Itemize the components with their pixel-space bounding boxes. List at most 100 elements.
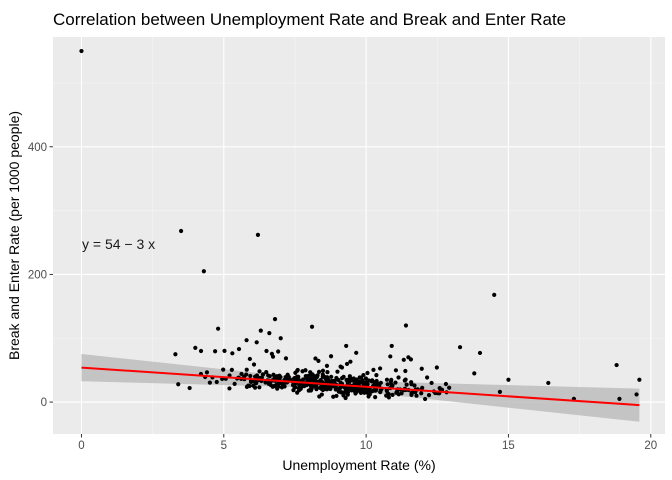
data-point — [280, 384, 285, 389]
data-point — [349, 386, 354, 392]
data-point — [260, 372, 266, 377]
data-point — [213, 349, 218, 354]
data-point — [365, 370, 370, 376]
data-point — [403, 323, 409, 328]
data-point — [385, 382, 390, 387]
data-point — [324, 363, 330, 368]
data-point — [389, 343, 394, 349]
data-point — [366, 394, 371, 399]
y-tick-label: 0 — [41, 397, 47, 409]
data-point — [79, 48, 84, 54]
data-point — [248, 373, 253, 379]
data-point — [425, 375, 430, 380]
data-point — [285, 375, 290, 380]
data-point — [310, 372, 315, 377]
data-point — [354, 350, 359, 355]
data-point — [292, 376, 298, 381]
data-point — [384, 377, 390, 382]
data-point — [176, 382, 181, 387]
data-point — [252, 380, 258, 385]
y-axis-ticks: 0 200 400 — [28, 142, 53, 409]
data-point — [239, 371, 244, 377]
data-point — [390, 392, 395, 397]
data-point — [321, 384, 327, 389]
data-point — [492, 292, 497, 297]
data-point — [296, 386, 302, 391]
data-point — [247, 356, 252, 362]
data-point — [293, 370, 298, 375]
data-point — [347, 374, 352, 379]
data-point — [264, 348, 269, 354]
data-point — [244, 372, 249, 377]
data-point — [354, 389, 359, 394]
fit-line — [81, 366, 640, 407]
x-tick-label: 0 — [78, 440, 84, 452]
data-point — [388, 354, 393, 359]
data-point — [308, 388, 314, 393]
data-point — [333, 386, 339, 391]
data-point — [267, 331, 272, 336]
data-point — [390, 383, 395, 388]
data-point — [386, 395, 391, 400]
data-point — [317, 385, 323, 390]
data-point — [229, 367, 234, 372]
data-point — [403, 377, 408, 382]
data-point — [350, 378, 356, 383]
data-point — [311, 384, 316, 389]
data-point — [247, 383, 252, 389]
chart-title: Correlation between Unemployment Rate an… — [53, 10, 566, 29]
data-point — [252, 385, 258, 390]
data-point — [276, 349, 281, 354]
data-point — [187, 385, 192, 391]
data-point — [360, 378, 365, 383]
data-point — [394, 390, 399, 395]
data-point — [215, 326, 221, 331]
data-point — [396, 375, 401, 380]
data-point — [198, 348, 204, 354]
regression-equation: y = 54 − 3 x — [82, 236, 155, 252]
data-point — [263, 380, 268, 385]
data-point — [270, 354, 276, 359]
data-point — [316, 358, 321, 363]
data-point — [307, 375, 313, 381]
x-tick-label: 5 — [221, 440, 227, 452]
data-point — [393, 368, 399, 373]
data-point — [419, 366, 424, 371]
data-point — [227, 386, 232, 391]
data-point — [222, 348, 227, 354]
data-point — [296, 374, 301, 379]
data-point — [614, 362, 619, 368]
data-point — [369, 378, 374, 384]
data-point — [313, 356, 318, 361]
data-point — [257, 369, 262, 374]
data-point — [434, 365, 439, 370]
data-point — [345, 377, 350, 383]
data-point — [340, 376, 345, 381]
data-point — [358, 390, 364, 396]
data-point — [325, 377, 330, 382]
data-point — [283, 356, 289, 361]
data-point — [258, 328, 263, 333]
x-tick-label: 15 — [502, 440, 515, 452]
data-point — [386, 392, 391, 397]
data-point — [319, 392, 324, 397]
data-point — [272, 317, 278, 322]
data-point — [255, 232, 261, 237]
data-point — [409, 392, 414, 397]
data-point — [447, 385, 452, 390]
data-point — [393, 380, 398, 385]
data-point — [409, 382, 414, 387]
data-point — [332, 378, 337, 383]
data-point — [334, 375, 339, 381]
data-point — [295, 390, 300, 395]
data-point — [303, 368, 308, 373]
x-tick-label: 10 — [360, 440, 373, 452]
data-point — [634, 392, 639, 397]
data-point — [214, 379, 219, 385]
data-point — [278, 336, 283, 341]
data-point — [422, 396, 428, 402]
data-point — [546, 380, 551, 386]
data-point — [264, 370, 269, 375]
data-point — [331, 394, 336, 399]
